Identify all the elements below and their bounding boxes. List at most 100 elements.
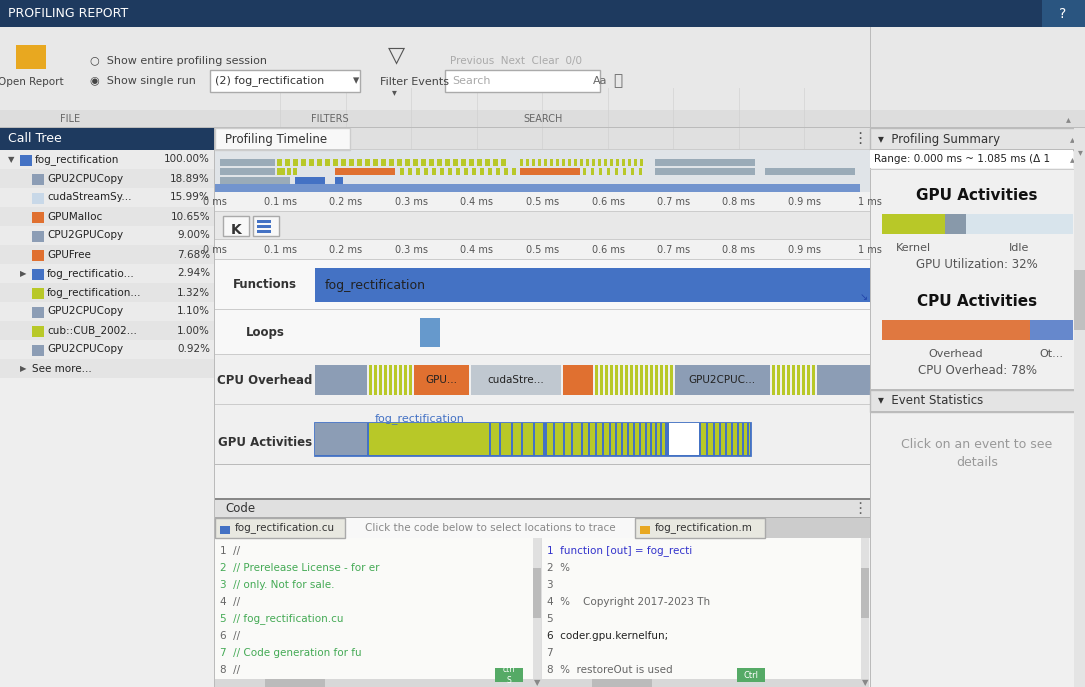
Bar bbox=[542, 679, 869, 687]
Bar bbox=[215, 128, 870, 687]
Bar bbox=[369, 365, 372, 395]
Text: GPU2CPUCopy: GPU2CPUCopy bbox=[47, 306, 123, 317]
Bar bbox=[807, 365, 810, 395]
Bar bbox=[623, 423, 627, 455]
Bar bbox=[647, 423, 650, 455]
Bar bbox=[556, 159, 559, 166]
Bar bbox=[257, 230, 271, 233]
Bar bbox=[421, 159, 426, 166]
Bar bbox=[652, 423, 655, 455]
Text: Click the code below to select locations to trace: Click the code below to select locations… bbox=[365, 523, 615, 533]
Text: 9.00%: 9.00% bbox=[177, 231, 210, 240]
Bar bbox=[591, 168, 593, 175]
Bar bbox=[665, 365, 668, 395]
Text: Functions: Functions bbox=[233, 278, 297, 291]
Bar bbox=[631, 168, 634, 175]
Text: FILE: FILE bbox=[60, 114, 80, 124]
Text: cudaStre...: cudaStre... bbox=[487, 375, 545, 385]
Bar bbox=[635, 423, 639, 455]
Bar bbox=[215, 192, 870, 212]
Bar bbox=[315, 423, 367, 455]
Bar bbox=[542, 538, 869, 687]
Bar bbox=[966, 214, 1073, 234]
Text: 0.8 ms: 0.8 ms bbox=[723, 245, 755, 255]
Text: ▼: ▼ bbox=[861, 679, 868, 687]
Text: ▴: ▴ bbox=[1065, 114, 1071, 124]
Bar bbox=[445, 70, 600, 92]
Text: Open Report: Open Report bbox=[0, 77, 64, 87]
Bar bbox=[737, 668, 765, 682]
Bar bbox=[787, 365, 790, 395]
Bar bbox=[622, 159, 625, 166]
Text: 3  // only. Not for sale.: 3 // only. Not for sale. bbox=[220, 580, 334, 590]
Bar bbox=[604, 423, 609, 455]
Text: 0.4 ms: 0.4 ms bbox=[460, 197, 494, 207]
Bar bbox=[605, 365, 608, 395]
Bar bbox=[485, 159, 490, 166]
Bar bbox=[345, 518, 635, 538]
Bar bbox=[379, 365, 382, 395]
Text: 0.3 ms: 0.3 ms bbox=[395, 245, 427, 255]
Text: ↘: ↘ bbox=[860, 292, 868, 302]
Bar bbox=[870, 390, 1085, 412]
Bar bbox=[16, 45, 46, 69]
Bar bbox=[620, 365, 623, 395]
Bar bbox=[215, 355, 870, 405]
Text: GPU2CPUC...: GPU2CPUC... bbox=[689, 375, 755, 385]
Bar bbox=[288, 168, 291, 175]
Text: ▶: ▶ bbox=[20, 364, 26, 373]
Bar bbox=[373, 159, 378, 166]
Bar bbox=[0, 340, 215, 359]
Bar bbox=[0, 150, 215, 169]
Bar bbox=[0, 188, 215, 207]
Bar bbox=[573, 423, 580, 455]
Bar bbox=[220, 177, 290, 184]
Text: Profiling Timeline: Profiling Timeline bbox=[225, 133, 327, 146]
Bar bbox=[812, 365, 815, 395]
Bar bbox=[544, 159, 547, 166]
Bar bbox=[369, 423, 489, 455]
Text: 7  // Code generation for fu: 7 // Code generation for fu bbox=[220, 648, 361, 658]
Bar bbox=[0, 283, 215, 302]
Bar bbox=[1074, 270, 1085, 330]
Bar bbox=[597, 423, 602, 455]
Bar bbox=[215, 239, 870, 240]
Bar bbox=[215, 239, 870, 240]
Bar bbox=[550, 159, 553, 166]
Bar bbox=[630, 365, 633, 395]
Bar bbox=[739, 423, 742, 455]
Bar bbox=[640, 365, 643, 395]
Bar bbox=[0, 359, 215, 378]
Bar bbox=[580, 159, 583, 166]
Bar bbox=[709, 423, 713, 455]
Bar bbox=[215, 211, 870, 212]
Bar bbox=[414, 365, 469, 395]
Bar bbox=[445, 159, 450, 166]
Bar bbox=[727, 423, 731, 455]
Bar bbox=[277, 159, 282, 166]
Text: ▴: ▴ bbox=[1070, 134, 1075, 144]
Text: GPU...: GPU... bbox=[425, 375, 457, 385]
Text: 7: 7 bbox=[547, 648, 560, 658]
Text: 1.00%: 1.00% bbox=[177, 326, 210, 335]
Text: CPU Overhead: CPU Overhead bbox=[217, 374, 312, 387]
Bar bbox=[471, 365, 561, 395]
Bar bbox=[400, 168, 404, 175]
Bar bbox=[556, 423, 563, 455]
Bar bbox=[583, 168, 586, 175]
Bar bbox=[224, 216, 248, 236]
Text: 0.3 ms: 0.3 ms bbox=[395, 197, 427, 207]
Bar bbox=[547, 423, 553, 455]
Bar bbox=[870, 150, 1073, 168]
Bar bbox=[335, 168, 395, 175]
Text: 6  //: 6 // bbox=[220, 631, 240, 641]
Text: 1  function [out] = fog_recti: 1 function [out] = fog_recti bbox=[547, 545, 692, 556]
Bar bbox=[0, 264, 215, 283]
Bar bbox=[477, 159, 482, 166]
Text: (2) fog_rectification: (2) fog_rectification bbox=[215, 76, 324, 87]
Bar bbox=[563, 365, 593, 395]
Text: 0.92%: 0.92% bbox=[177, 344, 210, 354]
Bar bbox=[496, 168, 500, 175]
Bar bbox=[215, 240, 870, 260]
Bar bbox=[16, 57, 46, 63]
